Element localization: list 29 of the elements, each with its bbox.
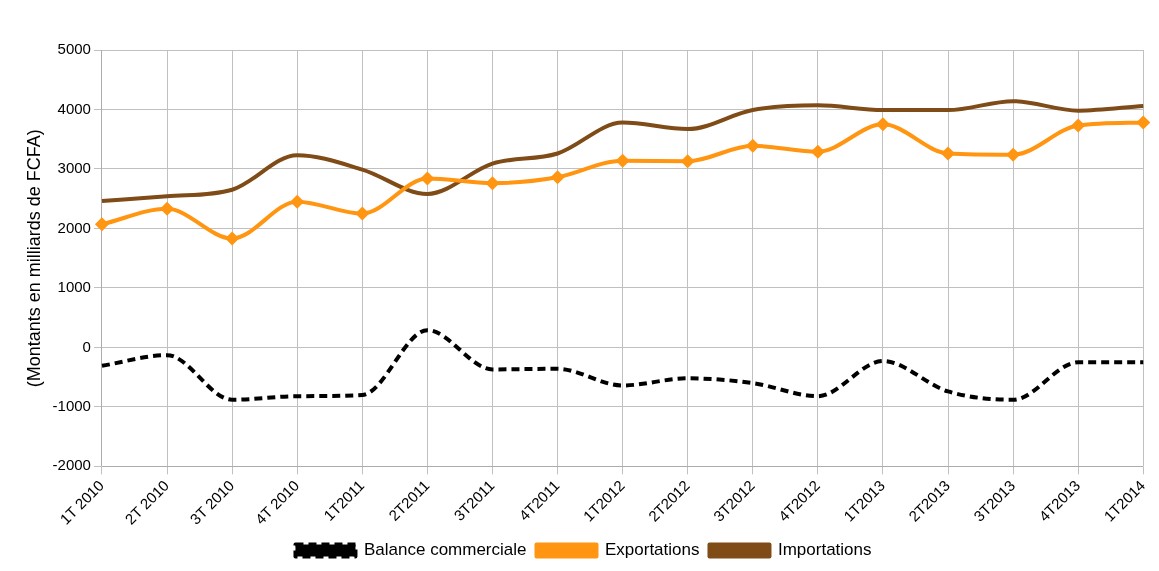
y-axis-title: (Montants en milliards de FCFA)	[23, 129, 44, 388]
legend-label: Importations	[777, 540, 872, 560]
y-tick-label: -2000	[52, 456, 91, 474]
y-tick-label: 2000	[57, 218, 91, 236]
y-tick-label: 1000	[57, 278, 91, 296]
point	[680, 154, 695, 169]
point	[94, 217, 109, 232]
y-tick-label: 0	[82, 337, 91, 355]
point	[615, 153, 630, 168]
point	[1006, 147, 1021, 162]
point	[941, 146, 956, 161]
point	[290, 194, 305, 209]
point	[810, 144, 825, 159]
point	[225, 231, 240, 246]
point	[420, 171, 435, 186]
point	[550, 170, 565, 185]
point	[1136, 115, 1151, 130]
point	[875, 117, 890, 132]
y-tick-label: 3000	[57, 159, 91, 177]
y-tick-label: 4000	[57, 99, 91, 117]
point	[1071, 118, 1086, 133]
point	[745, 138, 760, 153]
legend-label: Balance commerciale	[363, 540, 527, 560]
legend-label: Exportations	[604, 540, 700, 560]
point	[485, 176, 500, 191]
y-tick-label: -1000	[52, 397, 91, 415]
point	[355, 206, 370, 221]
point	[160, 201, 175, 216]
y-tick-label: 5000	[57, 40, 91, 58]
